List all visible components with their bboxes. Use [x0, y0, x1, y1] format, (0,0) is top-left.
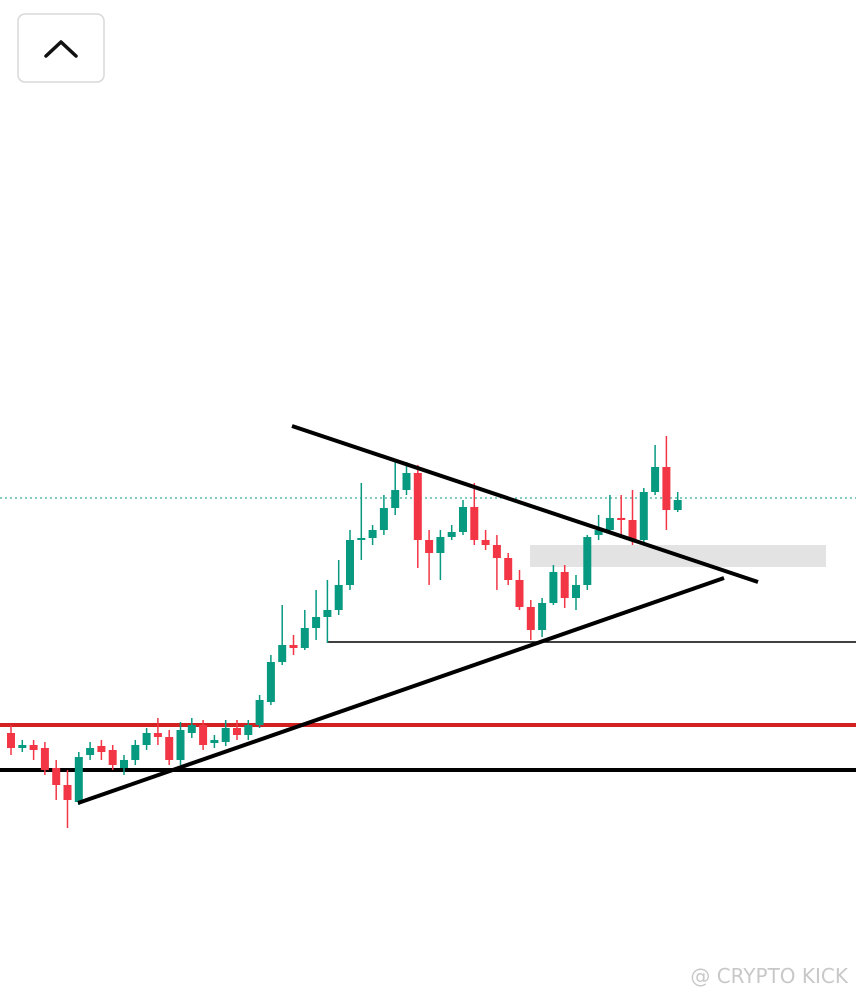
candle-body [594, 530, 603, 535]
candle-body [549, 572, 558, 603]
candle-body [492, 545, 501, 558]
candle-body [7, 733, 15, 748]
candle-body [97, 746, 106, 752]
candle-body [40, 748, 49, 770]
candle-body [210, 740, 219, 743]
candle-body [278, 645, 287, 662]
candle-body [583, 537, 592, 585]
candle-body [176, 730, 185, 760]
candle-body [526, 607, 535, 630]
candle-body [662, 467, 671, 510]
candle-body [391, 490, 400, 508]
back-button[interactable] [17, 13, 105, 83]
candle-body [346, 540, 354, 585]
candle-body [165, 737, 174, 760]
candle-body [515, 580, 524, 607]
candle-body [323, 610, 332, 617]
watermark: @ CRYPTO KICK [690, 964, 849, 988]
candle-body [18, 745, 27, 748]
candle-body [560, 572, 569, 598]
candle-body [300, 628, 309, 648]
candle-body [199, 725, 208, 745]
candle-body [504, 558, 513, 580]
candle-body [74, 757, 83, 802]
candle-body [334, 585, 343, 610]
candle-body [425, 540, 434, 553]
candle-body [447, 532, 456, 537]
down-trendline [291, 424, 759, 584]
candle-body [379, 508, 388, 530]
chevron-up-icon[interactable] [44, 40, 78, 58]
candle-body [402, 473, 411, 490]
candle-body [187, 725, 196, 733]
trendlines [77, 424, 759, 805]
candle-body [628, 520, 637, 540]
candle-body [572, 585, 580, 598]
candle-body [470, 507, 479, 540]
candle-body [266, 662, 275, 702]
candle-body [153, 733, 162, 737]
candle-body [538, 603, 547, 630]
candle-body [142, 733, 151, 745]
candle-body [244, 725, 253, 735]
candle-body [639, 492, 648, 540]
candle-body [357, 538, 366, 540]
candle-body [617, 518, 626, 520]
candle-body [459, 507, 467, 532]
candle-body [131, 745, 140, 760]
candle-body [255, 700, 264, 725]
up-trendline [77, 576, 725, 805]
candle-body [86, 748, 95, 755]
candle-body [673, 500, 682, 510]
candle-body [605, 518, 614, 530]
candle-body [481, 540, 490, 545]
candle-body [63, 785, 72, 800]
candle-body [233, 728, 241, 735]
candle-body [651, 467, 660, 492]
candle-body [221, 728, 230, 742]
candle-body [413, 473, 422, 540]
candle-body [120, 760, 128, 768]
candle-body [289, 645, 298, 648]
candle-body [52, 768, 61, 785]
button-frame[interactable] [17, 13, 105, 83]
candle-body [108, 750, 117, 765]
candle-body [368, 530, 377, 538]
candle-body [29, 745, 38, 750]
candle-body [312, 617, 321, 628]
drawings [0, 497, 856, 772]
candles [7, 436, 682, 828]
candle-body [436, 537, 445, 553]
